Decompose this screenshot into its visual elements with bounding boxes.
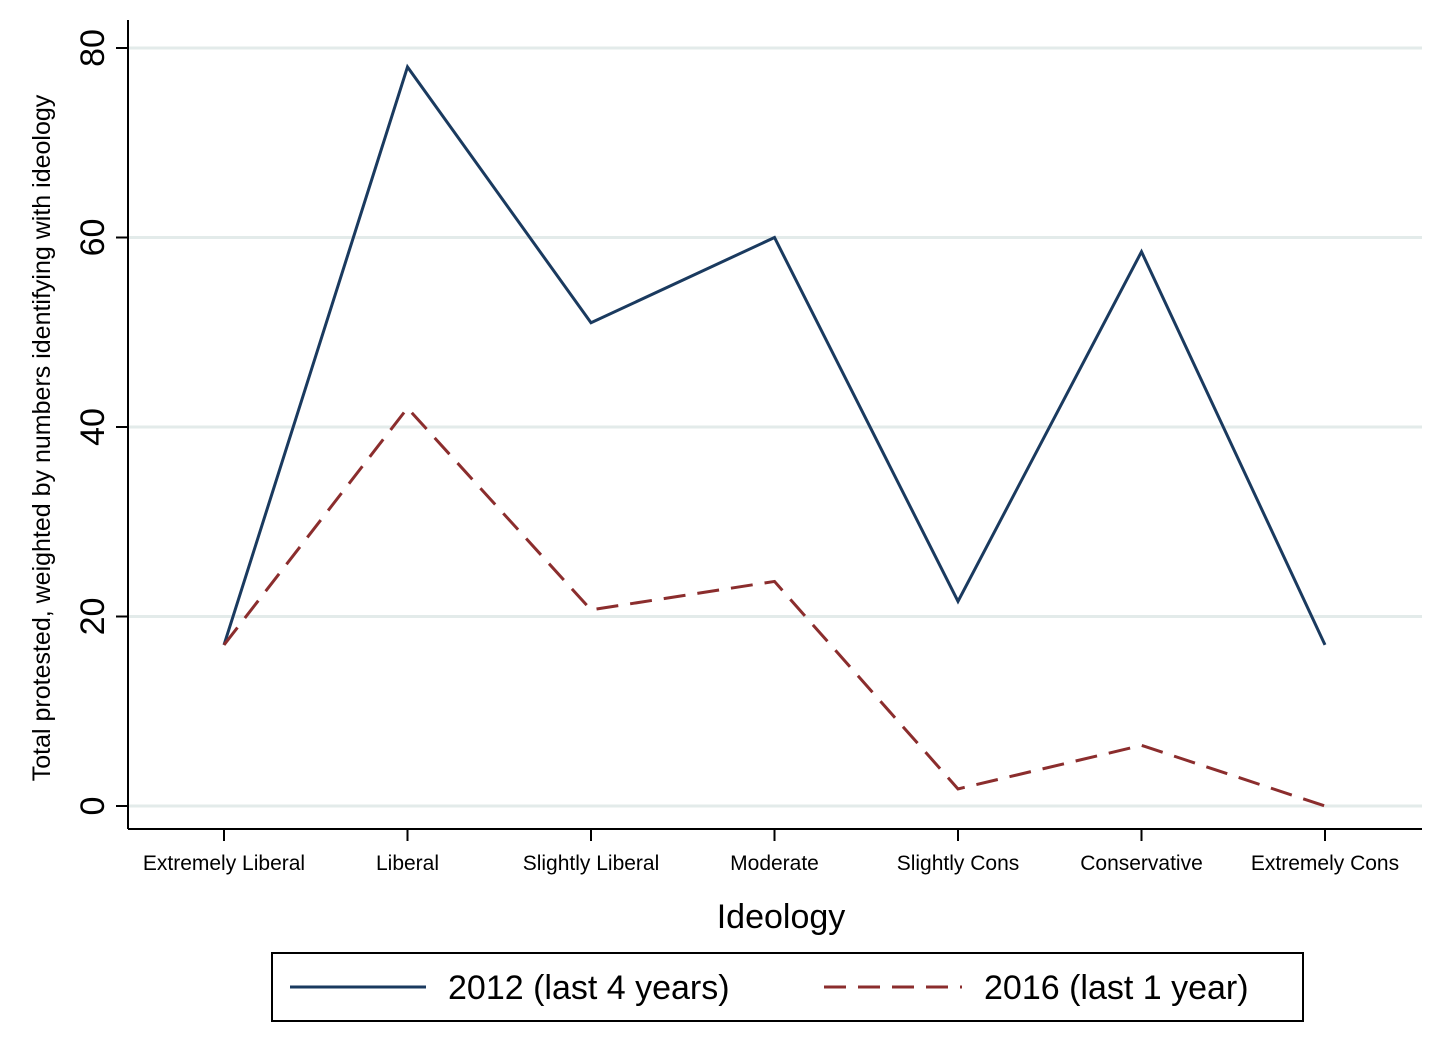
y-tick-label: 40 <box>74 408 112 446</box>
legend-label-2012: 2012 (last 4 years) <box>448 969 730 1007</box>
x-tick-label: Extremely Cons <box>1251 852 1399 875</box>
legend: 2012 (last 4 years) 2016 (last 1 year) <box>271 952 1304 1022</box>
x-tick-label: Moderate <box>730 852 819 875</box>
legend-label-2016: 2016 (last 1 year) <box>984 969 1249 1007</box>
x-axis-title: Ideology <box>717 898 846 936</box>
series-line-0 <box>222 63 1327 646</box>
y-tick-label: 80 <box>74 29 112 67</box>
series-lines <box>222 63 1327 808</box>
y-tick-label: 60 <box>74 219 112 257</box>
series-line-1 <box>222 405 1326 808</box>
x-tick-label: Slightly Cons <box>897 852 1020 875</box>
legend-box <box>271 952 1304 1022</box>
x-tick-label: Extremely Liberal <box>143 852 305 875</box>
x-tick-label: Conservative <box>1080 852 1203 875</box>
x-tick-label: Liberal <box>376 852 439 875</box>
gridlines <box>128 46 1422 808</box>
y-tick-label: 20 <box>74 598 112 636</box>
y-axis-ticks: 0 20 40 60 80 <box>74 29 128 815</box>
x-tick-label: Slightly Liberal <box>523 852 660 875</box>
y-axis-title: Total protested, weighted by numbers ide… <box>28 94 56 781</box>
x-axis-ticks: Extremely Liberal Liberal Slightly Liberal… <box>143 829 1399 875</box>
y-tick-label: 0 <box>74 797 112 816</box>
